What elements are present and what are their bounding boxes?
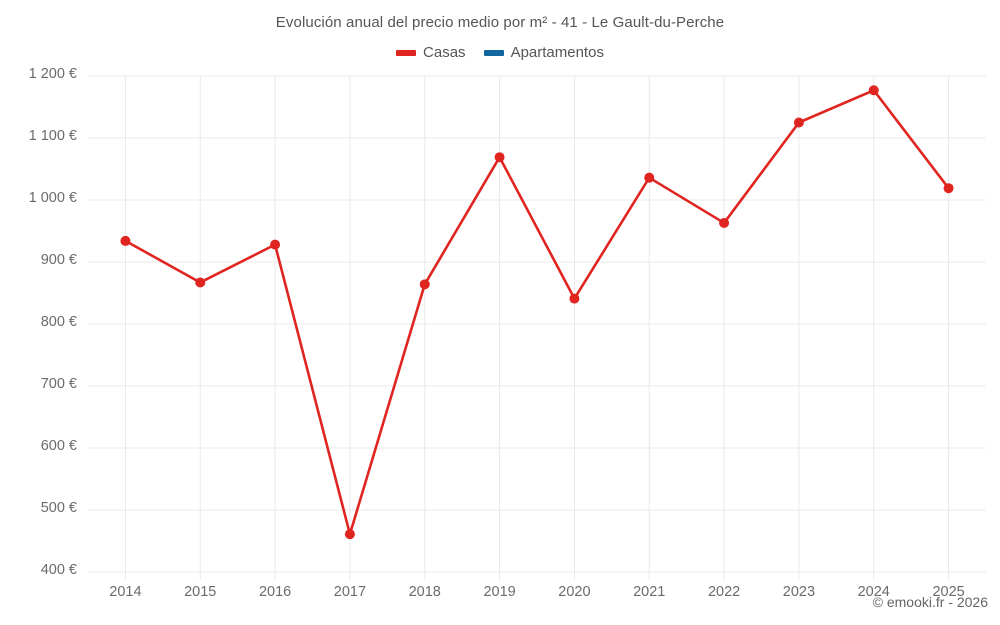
x-axis-tick-label: 2017 — [333, 584, 367, 600]
series-line-casas — [120, 85, 954, 540]
y-axis-tick-label: 900 € — [40, 252, 77, 268]
data-point — [344, 529, 355, 540]
x-axis-tick-label: 2019 — [483, 584, 516, 600]
series-path — [124, 88, 950, 536]
y-axis-tick-label: 1 200 € — [28, 66, 77, 82]
x-axis-tick-label: 2016 — [258, 584, 292, 600]
x-axis-tick-label: 2018 — [408, 584, 441, 600]
x-axis-tick-label: 2025 — [932, 584, 965, 600]
x-axis-tick-label: 2023 — [782, 584, 816, 600]
data-point — [419, 279, 430, 290]
legend-label-casas: Casas — [423, 44, 466, 61]
y-axis-tick-label: 800 € — [40, 314, 77, 330]
chart-legend: Casas Apartamentos — [0, 44, 1000, 61]
y-axis-tick-label: 1 000 € — [28, 190, 77, 206]
data-point — [270, 239, 281, 250]
legend-swatch-apartamentos — [483, 49, 504, 56]
x-axis-tick-label: 2015 — [184, 584, 217, 600]
y-axis-tick-label: 1 100 € — [28, 128, 77, 144]
data-point — [719, 217, 730, 228]
data-point — [120, 235, 131, 246]
data-point — [195, 277, 206, 288]
y-axis-tick-label: 600 € — [40, 438, 77, 454]
data-point — [644, 172, 655, 183]
page-title: Evolución anual del precio medio por m² … — [275, 14, 725, 31]
x-axis-tick-label: 2020 — [558, 584, 591, 600]
legend-item-apartamentos[interactable]: Apartamentos — [483, 44, 604, 61]
data-point — [943, 183, 954, 194]
data-point — [793, 117, 804, 128]
x-axis-tick-label: 2022 — [707, 584, 741, 600]
gridlines — [88, 75, 986, 580]
y-axis-tick-label: 700 € — [40, 376, 77, 392]
x-axis-tick-label: 2024 — [857, 584, 890, 600]
footer-credit: © emooki.fr - 2026 — [872, 594, 988, 610]
x-axis-tick-label: 2014 — [109, 584, 142, 600]
data-point — [868, 85, 879, 96]
legend-label-apartamentos: Apartamentos — [510, 44, 604, 61]
data-point — [569, 293, 580, 304]
data-point — [494, 152, 505, 163]
x-axis-tick-label: 2021 — [633, 584, 666, 600]
legend-item-casas[interactable]: Casas — [396, 44, 466, 61]
y-axis-tick-label: 500 € — [40, 500, 77, 516]
legend-swatch-casas — [396, 49, 417, 56]
y-axis-tick-label: 400 € — [40, 562, 77, 578]
